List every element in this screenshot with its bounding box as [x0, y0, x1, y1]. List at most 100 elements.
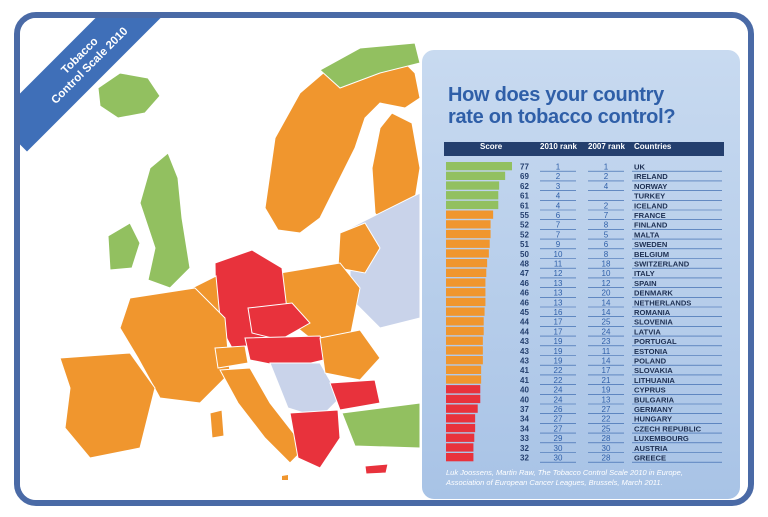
rank-2007-label: 27 [602, 405, 611, 414]
rank-2007-label: 2 [604, 201, 609, 210]
rank-2010-label: 11 [554, 260, 563, 269]
score-label: 48 [520, 260, 529, 269]
rank-2010-label: 27 [554, 424, 563, 433]
rank-2007-label: 11 [602, 347, 611, 356]
rank-2010-label: 22 [554, 366, 563, 375]
score-label: 51 [520, 240, 529, 249]
header-countries: Countries [634, 142, 672, 151]
chart-frame: Tobacco Control Scale 2010 How does your… [14, 12, 754, 506]
score-bar [446, 249, 489, 258]
rank-2010-label: 7 [556, 230, 561, 239]
score-label: 47 [520, 269, 529, 278]
rank-2007-label: 14 [602, 357, 611, 366]
rank-2010-label: 16 [554, 308, 563, 317]
rank-2007-label: 10 [602, 269, 611, 278]
rank-2007-label: 18 [602, 260, 611, 269]
rank-2010-label: 10 [554, 250, 563, 259]
map-region-iberia [59, 352, 156, 459]
score-bar [446, 297, 486, 307]
map-region-czech [247, 302, 311, 341]
rank-2007-label: 8 [604, 250, 609, 259]
map-region-bulgaria [329, 379, 381, 411]
country-label: SPAIN [634, 279, 657, 288]
map-region-iceland [97, 72, 161, 119]
score-label: 62 [520, 182, 529, 191]
score-label: 55 [520, 211, 529, 220]
rank-2007-label: 5 [604, 230, 609, 239]
score-bar [446, 443, 474, 452]
score-label: 32 [520, 444, 529, 453]
score-bar [446, 162, 512, 171]
score-bar [446, 423, 476, 433]
country-label: POLAND [634, 357, 667, 366]
rank-2007-label: 14 [602, 298, 611, 307]
country-label: ICELAND [634, 201, 668, 210]
rank-2010-label: 2 [556, 172, 561, 181]
score-bar [446, 375, 482, 384]
map-region-romania [319, 329, 381, 381]
rank-2010-label: 24 [554, 395, 563, 404]
country-label: MALTA [634, 230, 660, 239]
rank-2010-label: 9 [556, 240, 561, 249]
score-label: 44 [520, 318, 529, 327]
source-line-2: Association of European Cancer Leagues, … [446, 478, 663, 487]
rank-2010-label: 13 [554, 298, 563, 307]
score-bar [446, 365, 482, 374]
country-label: NETHERLANDS [634, 298, 691, 307]
rank-2007-label: 21 [602, 376, 611, 385]
map-region-baltics [337, 222, 381, 274]
score-label: 37 [520, 405, 529, 414]
country-label: SLOVENIA [634, 318, 673, 327]
country-label: GREECE [634, 454, 666, 463]
score-label: 40 [520, 386, 529, 395]
map-region-switzerland [214, 345, 249, 369]
score-bar [446, 394, 481, 404]
ranking-panel: How does your country rate on tobacco co… [420, 48, 742, 500]
rank-2010-label: 17 [554, 318, 563, 327]
score-label: 43 [520, 357, 529, 366]
score-bar [446, 181, 500, 190]
rank-2007-label: 14 [602, 308, 611, 317]
score-bar [446, 191, 499, 200]
score-label: 34 [520, 424, 529, 433]
rank-2010-label: 7 [556, 221, 561, 230]
rank-2010-label: 30 [554, 444, 563, 453]
rank-2007-label: 24 [602, 327, 611, 336]
rank-2010-label: 6 [556, 211, 561, 220]
rank-2010-label: 29 [554, 434, 563, 443]
score-label: 41 [520, 376, 529, 385]
score-label: 46 [520, 279, 529, 288]
map-region-greece [289, 409, 341, 469]
country-label: CYPRUS [634, 386, 666, 395]
country-label: ROMANIA [634, 308, 671, 317]
rank-2007-label: 8 [604, 221, 609, 230]
rank-2007-label: 30 [602, 444, 611, 453]
score-label: 32 [520, 454, 529, 463]
rank-2007-label: 28 [602, 434, 611, 443]
map-region-malta [282, 475, 288, 480]
score-bar [446, 385, 481, 394]
score-label: 46 [520, 298, 529, 307]
country-label: HUNGARY [634, 415, 672, 424]
rank-2007-label: 4 [604, 182, 609, 191]
country-label: FINLAND [634, 221, 668, 230]
header-score: Score [480, 142, 503, 151]
source-line-1: Luk Joossens, Martin Raw, The Tobacco Co… [446, 468, 683, 477]
rank-2007-label: 19 [602, 386, 611, 395]
score-bar [446, 453, 474, 462]
country-label: LUXEMBOURG [634, 434, 689, 443]
country-label: SWEDEN [634, 240, 667, 249]
country-label: BULGARIA [634, 395, 675, 404]
rank-2010-label: 13 [554, 279, 563, 288]
map-region-uk [139, 152, 191, 289]
country-label: PORTUGAL [634, 337, 677, 346]
map-region-ireland [107, 222, 141, 271]
score-bar [446, 239, 490, 248]
rank-2010-label: 13 [554, 289, 563, 298]
country-label: SWITZERLAND [634, 260, 690, 269]
chart-title-line-2: rate on tobacco control? [448, 106, 676, 128]
country-label: SLOVAKIA [634, 366, 673, 375]
rank-2007-label: 28 [602, 454, 611, 463]
score-label: 40 [520, 395, 529, 404]
